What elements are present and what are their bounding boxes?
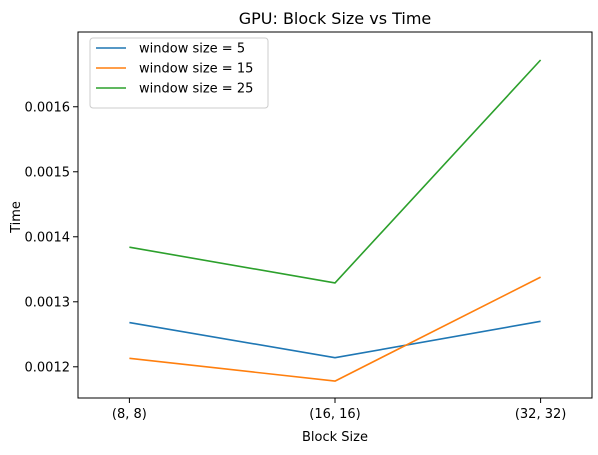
legend: window size = 5 window size = 15 window si… [89,37,269,109]
x-axis-ticks: (8, 8) (16, 16) (32, 32) [112,398,566,422]
y-tick-label: 0.0012 [25,360,71,375]
y-tick-label: 0.0013 [25,295,71,310]
x-tick-label: (16, 16) [309,407,361,422]
series-layer [129,59,542,382]
y-axis-ticks: 0.0012 0.0013 0.0014 0.0015 0.0016 [25,100,78,375]
series-line-2 [129,276,541,382]
x-tick-label: (8, 8) [112,407,147,422]
y-tick-label: 0.0015 [25,165,71,180]
legend-label: window size = 25 [139,82,253,97]
y-axis-label: Time [9,201,24,234]
x-tick-label: (32, 32) [515,407,567,422]
y-tick-label: 0.0014 [25,230,71,245]
chart-title: GPU: Block Size vs Time [239,9,432,28]
legend-box [89,37,269,109]
series-line-3 [129,59,542,284]
series-line-1 [129,320,541,359]
x-axis-label: Block Size [302,430,368,445]
legend-label: window size = 5 [139,42,245,57]
legend-label: window size = 15 [139,62,253,77]
y-tick-label: 0.0016 [25,100,71,115]
